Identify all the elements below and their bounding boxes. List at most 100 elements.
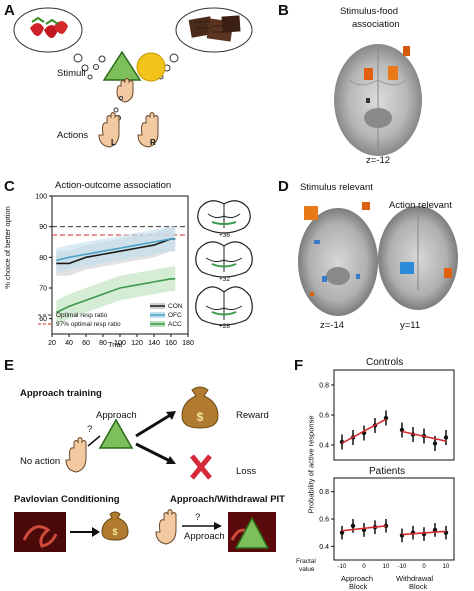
f-fit-line <box>341 418 387 444</box>
panel-c-xlabel: Trial <box>108 340 123 349</box>
loss-x-icon <box>190 454 212 480</box>
f-x-tick-label: -10 <box>338 564 347 570</box>
reward-label: Reward <box>236 410 269 421</box>
legend-con: CON <box>168 303 183 310</box>
panel-c-title: Action-outcome association <box>55 180 172 191</box>
right-key-label: R <box>150 138 156 147</box>
left-key-label: L <box>111 138 116 147</box>
pit-label: Approach/Withdrawal PIT <box>170 494 285 505</box>
slice-28 <box>195 286 253 326</box>
f-y-tick-label: 0.4 <box>319 443 329 450</box>
panel-letter-d: D <box>278 178 289 195</box>
x-tick-label: 80 <box>99 340 107 347</box>
stimulus-triangle <box>102 50 142 81</box>
fractal-image <box>14 512 66 552</box>
dollar-sign: $ <box>197 410 204 424</box>
loss-label: Loss <box>236 466 257 477</box>
f-y-tick-label: 0.4 <box>319 544 329 551</box>
f-fit-line <box>401 530 447 536</box>
hand-icon-pit <box>155 509 177 545</box>
money-bag-icon <box>181 386 219 429</box>
y-tick-label: 80 <box>39 255 47 262</box>
x-tick-label: 60 <box>82 340 90 347</box>
approach-block-line1: Approach <box>341 574 374 583</box>
panel-letter-e: E <box>4 357 15 374</box>
f-x-tick-label: 0 <box>362 564 366 570</box>
panel-b-title-line2: association <box>352 19 400 30</box>
slice-label-28: +28 <box>219 323 231 330</box>
f-data-point <box>443 435 449 440</box>
f-fit-line <box>401 430 447 442</box>
question-mark-2: ? <box>195 512 201 523</box>
panel-b-title-line1: Stimulus-food <box>340 6 399 17</box>
hand-icon <box>65 437 87 473</box>
panel-b-z-label: z=-12 <box>366 155 391 166</box>
panel-f-axes-1 <box>333 477 455 561</box>
f-x-tick-label: -10 <box>398 564 407 570</box>
pavlovian-label: Pavlovian Conditioning <box>14 494 120 505</box>
f-y-tick-label: 0.6 <box>319 413 329 420</box>
x-tick-label: 160 <box>165 340 177 347</box>
f-x-tick-label: 10 <box>383 564 390 570</box>
x-tick-label: 40 <box>65 340 73 347</box>
question-mark-1: ? <box>87 424 93 435</box>
chocolate-icon <box>188 15 241 42</box>
panel-letter-b: B <box>278 2 289 19</box>
f-data-point <box>432 527 438 533</box>
f-x-tick-label: 0 <box>422 564 426 570</box>
series-line-acc <box>55 277 176 314</box>
f-data-point <box>432 441 438 446</box>
approach-triangle <box>98 418 134 449</box>
f-y-tick-label: 0.8 <box>319 489 329 496</box>
y-tick-label: 100 <box>35 194 47 201</box>
actions-label: Actions <box>57 130 89 141</box>
slice-label-32: +32 <box>219 276 231 283</box>
patients-title: Patients <box>369 466 406 477</box>
legend-ofc: OFC <box>168 312 182 319</box>
approach-block-line2: Block <box>349 582 368 591</box>
panel-d-y-label: y=11 <box>400 320 421 331</box>
legend-97: 97% optimal resp ratio <box>56 321 121 328</box>
f-fit-line <box>341 525 387 532</box>
x-tick-label: 120 <box>131 340 143 347</box>
x-tick-label: 180 <box>182 340 194 347</box>
no-action-label: No action <box>20 456 61 467</box>
strawberry-icon <box>30 16 68 38</box>
fractal-value-line1: Fractal <box>296 558 316 565</box>
x-tick-label: 100 <box>114 340 126 347</box>
panel-f-axes-0 <box>333 369 455 461</box>
approach-training-label: Approach training <box>20 388 102 399</box>
fractal-value-line2: value <box>299 566 315 573</box>
left-hand-icon <box>98 112 120 148</box>
y-tick-label: 70 <box>39 286 47 293</box>
panel-d-z-label: z=-14 <box>320 320 345 331</box>
legend-optimal: Optimal resp ratio <box>56 312 108 319</box>
slice-label-36: +36 <box>219 232 231 239</box>
f-data-point <box>339 530 345 535</box>
controls-title: Controls <box>366 357 404 368</box>
x-tick-label: 140 <box>148 340 160 347</box>
f-y-tick-label: 0.6 <box>319 517 329 524</box>
panel-d-stim-label: Stimulus relevant <box>300 182 373 193</box>
withdrawal-block-line2: Block <box>409 582 428 591</box>
stimuli-label: Stimuli <box>57 68 86 79</box>
panel-d-action-label: Action relevant <box>389 200 452 211</box>
slice-32 <box>195 241 253 278</box>
stimulus-circle <box>136 52 166 82</box>
approach-label-2: Approach <box>184 531 225 542</box>
withdrawal-block-line1: Withdrawal <box>396 574 434 583</box>
f-y-tick-label: 0.8 <box>319 383 329 390</box>
f-x-tick-label: 10 <box>443 564 450 570</box>
x-tick-label: 20 <box>48 340 56 347</box>
slice-36 <box>197 200 251 234</box>
legend-acc: ACC <box>168 321 182 328</box>
band-acc <box>56 266 176 325</box>
y-tick-label: 60 <box>39 316 47 323</box>
money-bag-icon-small <box>101 511 129 541</box>
